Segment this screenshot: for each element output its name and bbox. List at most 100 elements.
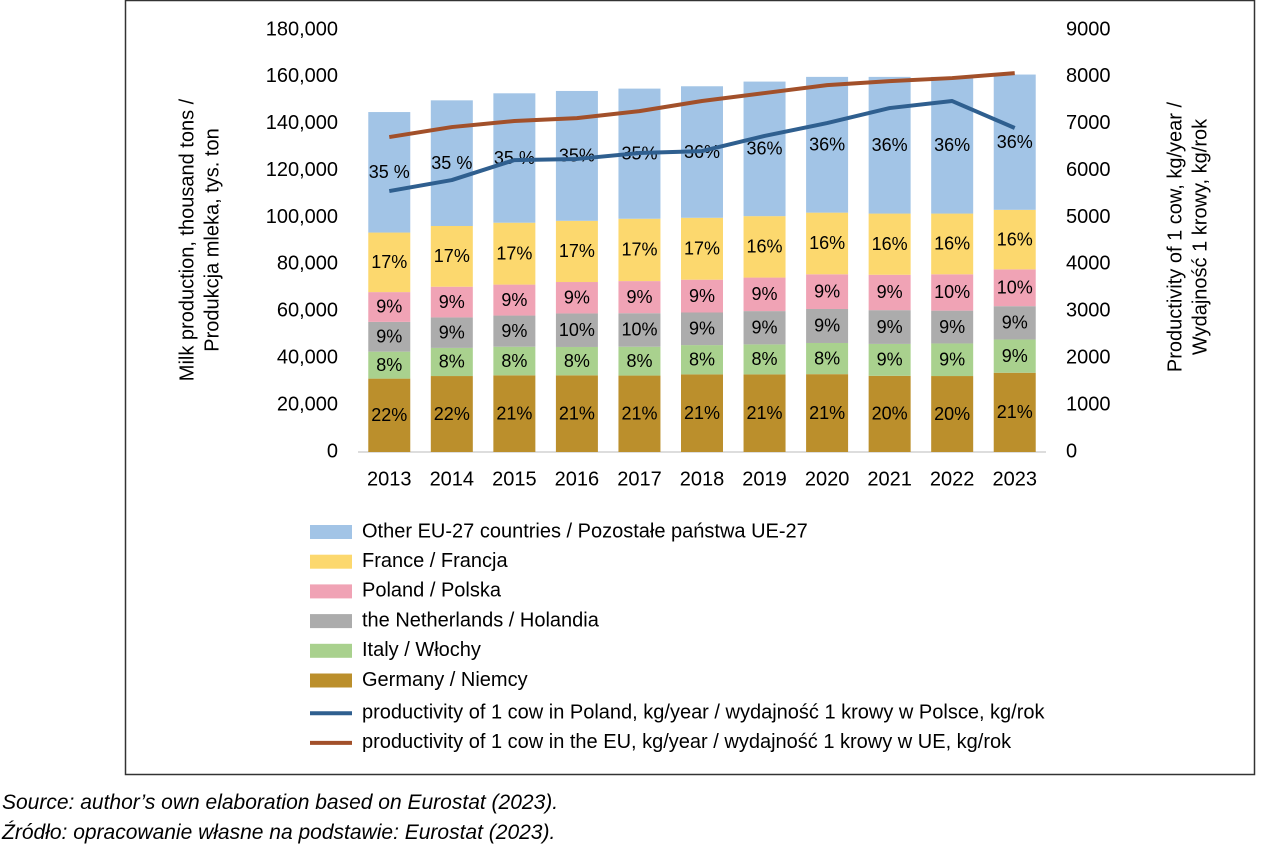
bar-segment: [430, 347, 473, 377]
x-tick-label: 2023: [992, 468, 1037, 490]
bar-segment: [993, 209, 1036, 270]
x-tick-label: 2021: [867, 468, 912, 490]
share-label: 21%: [747, 403, 783, 423]
bar-segment: [681, 217, 723, 280]
bar-segment: [493, 222, 536, 285]
bar-segment: [555, 375, 598, 452]
bar-segment: [868, 310, 911, 344]
share-label: 16%: [747, 237, 783, 257]
share-label: 9%: [752, 284, 778, 304]
share-label: 35 %: [369, 162, 410, 182]
share-label: 9%: [564, 287, 590, 307]
share-label: 20%: [934, 404, 970, 424]
source-note: Źródło: opracowanie własne na podstawie:…: [2, 821, 556, 844]
bar-segment: [368, 378, 411, 452]
share-label: 21%: [997, 402, 1033, 422]
share-label: 9%: [501, 290, 527, 310]
x-tick-label: 2013: [367, 468, 412, 490]
y2-tick-label: 6000: [1066, 159, 1111, 181]
bar-segment: [868, 274, 911, 311]
share-label: 8%: [501, 351, 527, 371]
legend-swatch: [310, 584, 352, 599]
legend-swatch: [310, 673, 352, 688]
share-label: 10%: [997, 278, 1033, 298]
bar-segment: [493, 375, 536, 452]
share-label: 8%: [689, 349, 715, 369]
share-label: 22%: [371, 405, 407, 425]
line-series: [388, 71, 1015, 140]
bar-segment: [555, 346, 598, 376]
legend-swatch: [310, 614, 352, 629]
source-note: Source: author’s own elaboration based o…: [2, 791, 559, 814]
y-tick-label: 160,000: [266, 65, 338, 87]
y-tick-label: 20,000: [277, 393, 338, 415]
bar-segment: [806, 342, 849, 375]
legend-label: productivity of 1 cow in Poland, kg/year…: [362, 701, 1046, 723]
bar-segment: [681, 374, 723, 452]
share-label: 16%: [872, 234, 908, 254]
bar-segment: [806, 274, 849, 309]
share-label: 9%: [689, 319, 715, 339]
bar-segment: [681, 312, 723, 346]
bar-segment: [743, 344, 786, 375]
y2-axis-title: Productivity of 1 cow, kg/year /: [1164, 102, 1186, 373]
bar-segment: [618, 313, 661, 347]
bar-segment: [931, 343, 974, 377]
share-label: 36%: [934, 135, 970, 155]
bar-segment: [430, 225, 473, 287]
y-tick-label: 140,000: [266, 112, 338, 134]
legend-label: the Netherlands / Holandia: [362, 609, 600, 631]
legend-label: Other EU-27 countries / Pozostałe państw…: [362, 520, 808, 542]
legend-swatch: [310, 643, 352, 658]
bar-segment: [618, 218, 661, 282]
bar-segment: [430, 100, 473, 226]
y-tick-label: 120,000: [266, 159, 338, 181]
share-label: 9%: [1002, 313, 1028, 333]
y2-tick-label: 9000: [1066, 18, 1111, 40]
bar-segment: [618, 375, 661, 452]
share-label: 8%: [376, 355, 402, 375]
share-label: 16%: [809, 233, 845, 253]
share-label: 35%: [559, 146, 595, 166]
y-tick-label: 80,000: [277, 253, 338, 275]
x-tick-label: 2018: [680, 468, 725, 490]
legend-swatch: [310, 554, 352, 569]
share-label: 9%: [752, 317, 778, 337]
bar-segment: [931, 376, 974, 452]
bar-segment: [681, 279, 723, 313]
share-label: 9%: [689, 286, 715, 306]
bar-segment: [743, 277, 786, 312]
y-axis-title: Produkcja mleka, tys. ton: [201, 128, 223, 351]
share-label: 20%: [872, 404, 908, 424]
y2-tick-label: 8000: [1066, 65, 1111, 87]
y2-tick-label: 2000: [1066, 347, 1111, 369]
x-tick-label: 2014: [430, 468, 475, 490]
share-label: 36%: [809, 135, 845, 155]
bar-segment: [806, 76, 849, 213]
share-label: 36%: [872, 135, 908, 155]
legend-label: France / Francja: [362, 550, 508, 572]
y2-tick-label: 0: [1066, 440, 1077, 462]
share-label: 17%: [434, 246, 470, 266]
y-axis-title: Milk production, thousand tons /: [176, 98, 198, 381]
bar-segment: [806, 374, 849, 452]
share-label: 9%: [501, 321, 527, 341]
legend-label: productivity of 1 cow in the EU, kg/year…: [362, 731, 1012, 753]
bar-segment: [806, 212, 849, 275]
y2-tick-label: 5000: [1066, 206, 1111, 228]
bar-segment: [931, 213, 974, 275]
x-tick-label: 2016: [555, 468, 600, 490]
bar-segment: [868, 343, 911, 376]
share-label: 10%: [934, 282, 970, 302]
share-label: 8%: [752, 349, 778, 369]
y2-tick-label: 4000: [1066, 253, 1111, 275]
y-tick-label: 0: [327, 440, 338, 462]
legend-label: Germany / Niemcy: [362, 669, 528, 691]
share-label: 16%: [997, 229, 1033, 249]
share-label: 21%: [809, 403, 845, 423]
bar-segment: [618, 346, 661, 376]
bar-segment: [993, 269, 1036, 307]
y-tick-label: 60,000: [277, 300, 338, 322]
bar-segment: [368, 232, 411, 293]
share-label: 21%: [496, 403, 532, 423]
